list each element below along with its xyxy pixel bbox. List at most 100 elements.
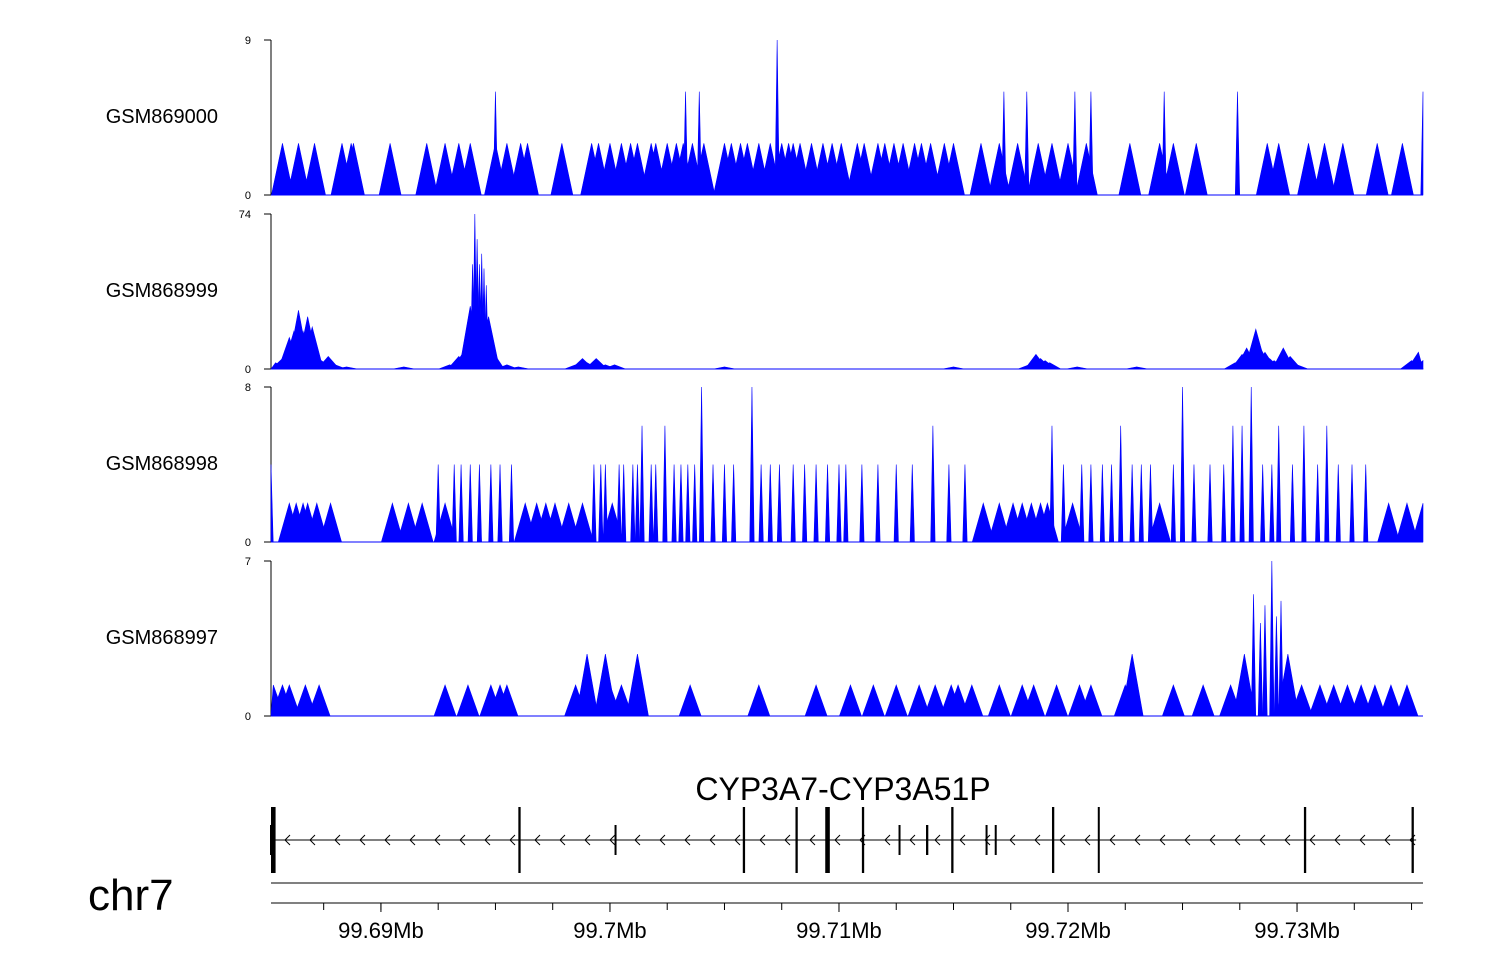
signal-peak (1109, 464, 1115, 543)
gene-exon (985, 825, 988, 855)
track-GSM869000: GSM869000 9 0 (106, 35, 1424, 202)
strand-arrow (934, 834, 941, 846)
track-label: GSM868997 (106, 627, 218, 649)
signal-peak (591, 464, 597, 543)
signal-peak (1061, 502, 1084, 543)
strand-arrow (1259, 834, 1266, 846)
strand-arrow (1009, 834, 1016, 846)
signal-peak (1072, 91, 1078, 196)
signal-peak (603, 364, 626, 370)
y-tick-min-label: 0 (245, 711, 251, 723)
strand-arrow (384, 834, 391, 846)
x-tick-label: 99.69Mb (338, 918, 424, 943)
signal-peak (1331, 143, 1355, 196)
strand-arrow (984, 834, 991, 846)
signal-peak (843, 464, 849, 543)
x-tick-label: 99.73Mb (1254, 918, 1340, 943)
tracks-layer: GSM86900090GSM868999740GSM86899880GSM868… (106, 35, 1424, 723)
signal-peak (1313, 143, 1336, 196)
signal-peak (804, 684, 828, 717)
signal-peak (893, 464, 899, 543)
strand-arrow (784, 834, 791, 846)
signal-peak (1315, 464, 1321, 543)
signal-peak (839, 684, 862, 717)
signal-peak (859, 464, 865, 543)
gene-exon (825, 807, 830, 873)
strand-arrow (1059, 834, 1066, 846)
signal-peak (861, 684, 885, 717)
signal-peak (1191, 684, 1215, 717)
signal-peak (713, 366, 736, 370)
gene-exon (951, 807, 954, 873)
y-tick-max-label: 74 (239, 209, 251, 221)
gene-exon (861, 807, 865, 873)
signal-peak (1395, 502, 1419, 543)
signal-peak (776, 464, 782, 543)
signal-peak (758, 464, 764, 543)
strand-arrow (534, 834, 541, 846)
signal-peak (731, 464, 737, 543)
strand-arrow (459, 834, 466, 846)
y-tick-max-label: 9 (245, 35, 251, 47)
signal-peak (1074, 143, 1098, 196)
x-tick-label: 99.71Mb (796, 918, 882, 943)
signal-peak (467, 464, 473, 543)
signal-peak (971, 502, 995, 543)
signal-peak (1365, 143, 1389, 196)
signal-peak (969, 143, 993, 196)
signal-peak (616, 464, 622, 543)
signal-peak (749, 386, 755, 543)
signal-peak (1234, 91, 1240, 196)
signal-peak (987, 143, 1011, 196)
signal-peak (571, 502, 594, 543)
signal-peak (1088, 91, 1094, 196)
signal-peak (1138, 464, 1144, 543)
strand-arrow (559, 834, 566, 846)
signal-peak (342, 143, 365, 196)
gene-exon (518, 807, 521, 873)
signal-peak (507, 366, 530, 370)
signal-peak (1180, 386, 1186, 543)
signal-peak (829, 143, 853, 196)
strand-arrow (709, 834, 716, 846)
signal-peak (458, 143, 482, 196)
strand-arrow (909, 834, 916, 846)
strand-arrow (1359, 834, 1366, 846)
gene-exon (742, 807, 746, 873)
y-tick-max-label: 7 (245, 556, 251, 568)
strand-arrow (1034, 834, 1041, 846)
signal-peak (747, 684, 771, 717)
signal-peak (1170, 464, 1176, 543)
track-GSM868997: GSM868997 7 0 (106, 556, 1423, 723)
strand-arrow (309, 834, 316, 846)
gene-track: CYP3A7-CYP3A51P (270, 771, 1417, 873)
strand-arrow (734, 834, 741, 846)
signal-peak (884, 684, 908, 717)
signal-peak (639, 425, 645, 543)
signal-peak (1290, 684, 1314, 717)
signal-peak (1335, 464, 1341, 543)
signal-peak (653, 464, 659, 543)
signal-peak (942, 143, 965, 196)
signal-peak (1363, 684, 1387, 717)
signal-peak (451, 464, 457, 543)
signal-peak (392, 366, 415, 370)
signal-peak (598, 464, 604, 543)
track-GSM868999: GSM868999 74 0 (106, 209, 1424, 376)
strand-arrow (1309, 834, 1316, 846)
signal-peak (303, 143, 326, 196)
signal-peak (767, 464, 773, 543)
gene-exon (1411, 807, 1414, 873)
signal-peak (1118, 143, 1142, 196)
y-tick-min-label: 0 (245, 537, 251, 549)
signal-peak (1377, 502, 1401, 543)
gene-exon (926, 825, 929, 855)
signal-peak (946, 464, 952, 543)
signal-peak (1262, 605, 1268, 717)
signal-peak (1207, 464, 1213, 543)
signal-peak (1269, 464, 1275, 543)
gene-exon (1303, 807, 1307, 873)
signal-peak (1118, 425, 1124, 543)
signal-peak (699, 386, 705, 543)
chromosome-label: chr7 (88, 871, 174, 920)
